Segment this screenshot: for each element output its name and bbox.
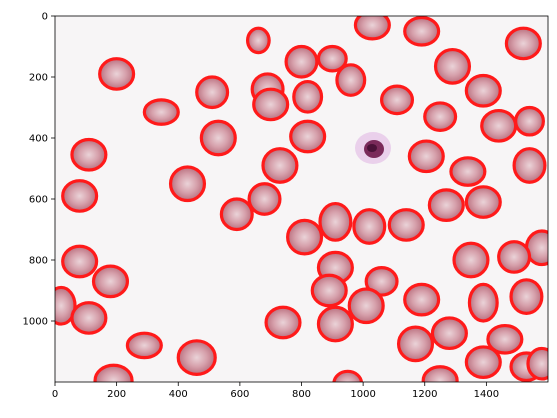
y-axis: 0 200 400 600 800 1000 (23, 12, 55, 328)
red-blood-cell (364, 266, 399, 297)
red-blood-cell (142, 98, 180, 126)
red-blood-cell (430, 316, 468, 351)
red-blood-cell (247, 182, 282, 216)
red-blood-cell (464, 345, 502, 380)
red-blood-cell (452, 241, 490, 279)
red-blood-cell (93, 363, 134, 382)
x-tick-label: 600 (230, 389, 249, 400)
red-blood-cell (526, 346, 548, 381)
red-blood-cell (480, 108, 518, 143)
red-blood-cell (497, 240, 532, 274)
red-blood-cell (449, 156, 487, 187)
x-tick-label: 800 (292, 389, 311, 400)
red-blood-cell (176, 339, 217, 376)
y-tick-label: 200 (29, 73, 48, 84)
x-tick-label: 1200 (412, 389, 437, 400)
red-blood-cell (421, 365, 459, 382)
red-blood-cell (486, 323, 524, 355)
red-blood-cell (347, 287, 385, 325)
y-tick-label: 1000 (23, 317, 48, 328)
red-blood-cell (380, 84, 415, 116)
x-tick-label: 1400 (474, 389, 499, 400)
red-blood-cell (125, 331, 163, 360)
x-axis: 0 200 400 600 800 1000 1200 1400 (52, 382, 499, 400)
red-blood-cell (407, 139, 445, 174)
red-blood-cell (316, 305, 354, 343)
y-tick-label: 800 (29, 256, 48, 267)
x-tick-label: 400 (169, 389, 188, 400)
red-blood-cell (335, 63, 367, 97)
red-blood-cell (403, 16, 441, 47)
red-blood-cell (427, 188, 465, 222)
red-blood-cell (284, 44, 319, 79)
red-blood-cell (316, 44, 348, 73)
x-tick-label: 1000 (350, 389, 375, 400)
red-blood-cell (387, 208, 425, 242)
red-blood-cell (195, 75, 230, 110)
red-blood-cell (504, 26, 542, 61)
red-blood-cell (512, 147, 547, 184)
red-blood-cell (464, 73, 502, 108)
red-blood-cell (353, 16, 391, 41)
red-blood-cell (396, 325, 435, 363)
red-blood-cell (55, 285, 77, 326)
red-blood-cell (467, 282, 499, 323)
red-blood-cell (219, 197, 254, 232)
red-blood-cell (91, 264, 130, 299)
y-tick-label: 600 (29, 195, 48, 206)
red-blood-cell (332, 369, 364, 382)
x-tick-label: 0 (52, 389, 58, 400)
red-blood-cell (352, 208, 387, 245)
red-blood-cell (403, 282, 441, 317)
y-tick-label: 400 (29, 134, 48, 145)
red-blood-cell (61, 179, 99, 213)
cell-layer (55, 16, 548, 382)
red-blood-cell (199, 119, 237, 157)
red-blood-cell (433, 47, 472, 85)
red-blood-cell (168, 165, 207, 203)
red-blood-cell (98, 57, 136, 91)
red-blood-cell (245, 26, 271, 55)
red-blood-cell (310, 273, 348, 308)
red-blood-cell (292, 79, 324, 114)
red-blood-cell (514, 105, 545, 137)
red-blood-cell (70, 301, 108, 335)
red-blood-cell (252, 87, 290, 122)
red-blood-cell (61, 244, 99, 279)
red-blood-cell (264, 305, 302, 340)
red-blood-cell (286, 218, 324, 256)
x-tick-label: 200 (107, 389, 126, 400)
red-blood-cell (289, 119, 327, 154)
infected-cell (355, 132, 391, 164)
red-blood-cell (464, 185, 502, 219)
red-blood-cell (70, 137, 108, 172)
y-tick-label: 0 (42, 12, 48, 23)
red-blood-cell (423, 101, 458, 132)
red-blood-cell (318, 201, 353, 242)
red-blood-cell (524, 229, 548, 267)
red-blood-cell (261, 147, 299, 184)
red-blood-cell (509, 278, 544, 315)
